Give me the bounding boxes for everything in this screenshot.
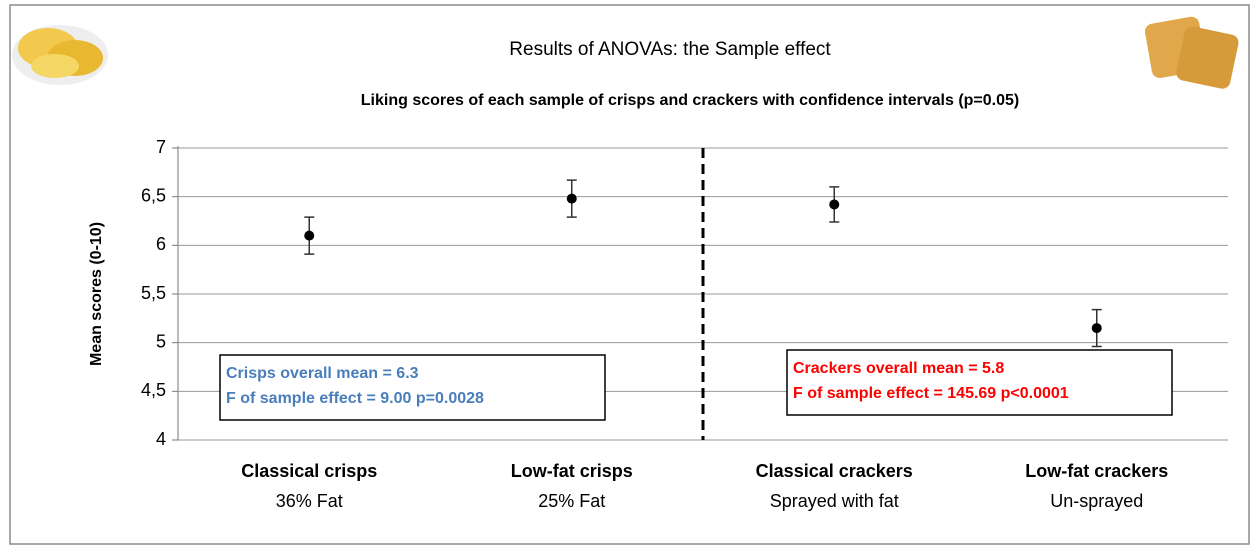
x-tick-note: 36% Fat	[276, 491, 343, 511]
annotation-text: F of sample effect = 9.00 p=0.0028	[226, 390, 484, 407]
y-axis-label: Mean scores (0-10)	[88, 222, 105, 366]
y-tick-label: 5,5	[141, 283, 166, 303]
annotation-text: Crisps overall mean = 6.3	[226, 365, 419, 382]
y-tick-label: 4	[156, 429, 166, 449]
chart: Results of ANOVAs: the Sample effect Lik…	[0, 0, 1259, 554]
page: Results of ANOVAs: the Sample effect Lik…	[0, 0, 1259, 554]
x-tick-note: Un-sprayed	[1050, 491, 1143, 511]
x-tick-label: Low-fat crackers	[1025, 461, 1168, 481]
chart-title: Results of ANOVAs: the Sample effect	[509, 39, 831, 60]
point	[829, 199, 839, 209]
x-tick-label: Low-fat crisps	[511, 461, 633, 481]
y-tick-label: 5	[156, 331, 166, 351]
y-tick-label: 6	[156, 234, 166, 254]
point	[567, 194, 577, 204]
chart-subtitle: Liking scores of each sample of crisps a…	[361, 92, 1019, 109]
x-tick-note: 25% Fat	[538, 491, 605, 511]
point	[304, 231, 314, 241]
x-tick-label: Classical crackers	[756, 461, 913, 481]
x-tick-label: Classical crisps	[241, 461, 377, 481]
crisps-icon	[12, 25, 108, 85]
point	[1092, 323, 1102, 333]
x-tick-note: Sprayed with fat	[770, 491, 899, 511]
y-tick-label: 4,5	[141, 380, 166, 400]
y-tick-label: 7	[156, 137, 166, 157]
annotation-text: F of sample effect = 145.69 p<0.0001	[793, 385, 1069, 402]
y-tick-label: 6,5	[141, 185, 166, 205]
annotation-text: Crackers overall mean = 5.8	[793, 360, 1004, 377]
